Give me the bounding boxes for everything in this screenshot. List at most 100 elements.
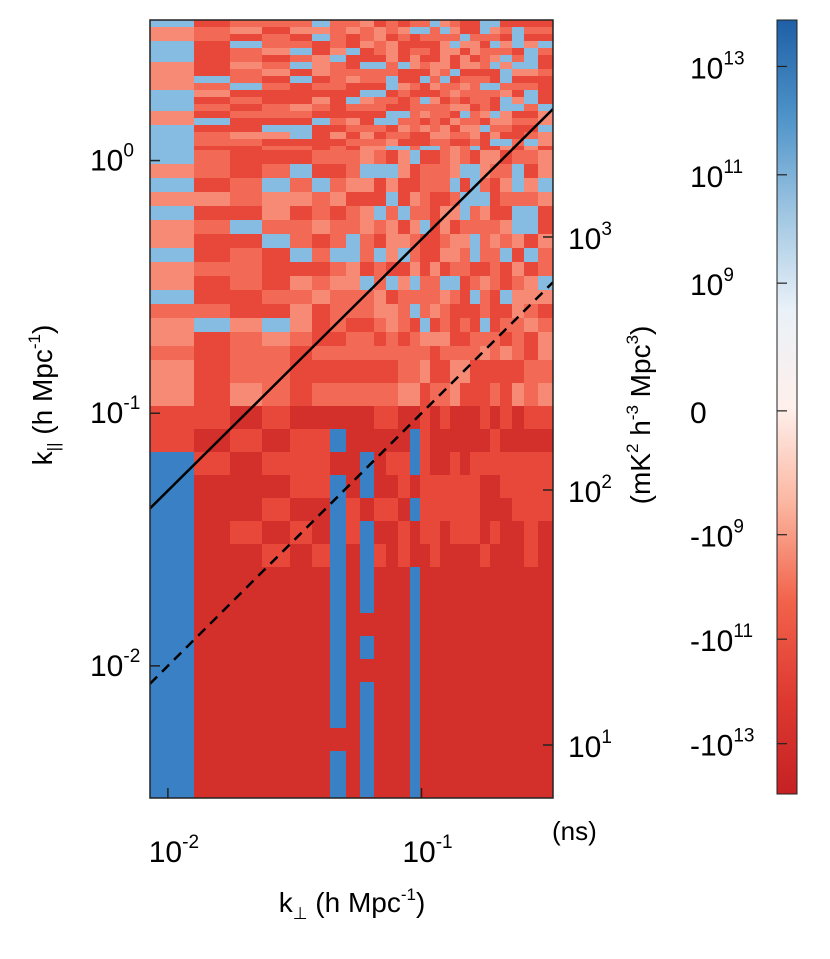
heatmap-cell bbox=[150, 498, 195, 522]
heatmap-cell bbox=[420, 76, 431, 84]
heatmap-cell bbox=[312, 429, 331, 453]
heatmap-cell bbox=[150, 774, 195, 798]
heatmap-cell bbox=[512, 178, 525, 193]
heatmap-cell bbox=[524, 728, 539, 752]
heatmap-cell bbox=[512, 276, 525, 291]
heatmap-cell bbox=[290, 118, 313, 126]
heatmap-cell bbox=[312, 774, 331, 798]
heatmap-cell bbox=[262, 682, 291, 706]
heatmap-cell bbox=[312, 452, 331, 476]
heatmap-cell bbox=[374, 206, 387, 221]
heatmap-cell bbox=[290, 318, 313, 333]
heatmap-cell bbox=[538, 452, 553, 476]
heatmap-cell bbox=[360, 220, 375, 235]
heatmap-cell bbox=[330, 544, 347, 568]
heatmap-cell bbox=[374, 452, 387, 476]
heatmap-cell bbox=[430, 164, 441, 179]
heatmap-cell bbox=[480, 544, 491, 568]
heatmap-cell bbox=[290, 90, 313, 98]
heatmap-cell bbox=[330, 452, 347, 476]
heatmap-cell bbox=[460, 41, 471, 49]
heatmap-cell bbox=[194, 521, 231, 545]
heatmap-cell bbox=[460, 452, 471, 476]
heatmap-cell bbox=[346, 751, 361, 775]
heatmap-cell bbox=[386, 452, 399, 476]
heatmap-cell bbox=[346, 332, 361, 347]
heatmap-cell bbox=[538, 192, 553, 207]
heatmap-cell bbox=[290, 613, 313, 637]
heatmap-cell bbox=[538, 248, 553, 263]
colorbar-unit-label: (mK2 h-3 Mpc3) bbox=[623, 326, 656, 505]
heatmap-cell bbox=[450, 62, 461, 70]
heatmap-cell bbox=[230, 55, 263, 63]
heatmap-cell bbox=[410, 318, 421, 333]
heatmap-cell bbox=[346, 34, 361, 42]
heatmap-cell bbox=[262, 475, 291, 499]
y-axis-ticks: 10-2 10-1 100 bbox=[90, 141, 160, 683]
heatmap-cell bbox=[450, 332, 461, 347]
heatmap-cell bbox=[538, 83, 553, 91]
heatmap-cell bbox=[512, 97, 525, 105]
heatmap-cell bbox=[374, 41, 387, 49]
heatmap-cell bbox=[460, 613, 471, 637]
heatmap-cell bbox=[374, 125, 387, 133]
heatmap-cell bbox=[346, 248, 361, 263]
heatmap-cell bbox=[386, 76, 399, 84]
heatmap-cell bbox=[386, 276, 399, 291]
heatmap-cell bbox=[470, 567, 481, 591]
heatmap-cell bbox=[398, 90, 411, 98]
heatmap-cell bbox=[538, 262, 553, 277]
heatmap-cell bbox=[194, 178, 231, 193]
heatmap-cell bbox=[524, 192, 539, 207]
heatmap-cell bbox=[290, 55, 313, 63]
heatmap-cell bbox=[512, 69, 525, 77]
heatmap-cell bbox=[194, 76, 231, 84]
heatmap-cell bbox=[538, 97, 553, 105]
heatmap-cell bbox=[230, 475, 263, 499]
heatmap-cell bbox=[290, 111, 313, 119]
heatmap-cell bbox=[398, 41, 411, 49]
heatmap-cell bbox=[150, 276, 195, 291]
heatmap-cell bbox=[230, 69, 263, 77]
heatmap-cell bbox=[312, 104, 331, 112]
heatmap-cell bbox=[346, 682, 361, 706]
heatmap-cell bbox=[430, 304, 441, 319]
heatmap-cell bbox=[290, 34, 313, 42]
heatmap-cell bbox=[346, 20, 361, 28]
heatmap-cell bbox=[150, 636, 195, 660]
heatmap-cell bbox=[194, 90, 231, 98]
heatmap-cell bbox=[524, 613, 539, 637]
heatmap-cell bbox=[290, 304, 313, 319]
heatmap-cell bbox=[312, 383, 331, 407]
heatmap-cell bbox=[360, 728, 375, 752]
heatmap-cell bbox=[440, 118, 451, 126]
heatmap-cell bbox=[480, 728, 491, 752]
heatmap-cell bbox=[150, 705, 195, 729]
heatmap-cell bbox=[490, 360, 501, 384]
heatmap-cell bbox=[290, 146, 313, 151]
heatmap-cell bbox=[374, 150, 387, 165]
heatmap-cell bbox=[262, 69, 291, 77]
heatmap-cell bbox=[150, 567, 195, 591]
heatmap-cell bbox=[330, 318, 347, 333]
heatmap-cell bbox=[512, 55, 525, 63]
heatmap-cell bbox=[512, 705, 525, 729]
heatmap-cell bbox=[440, 234, 451, 249]
colorbar-tick-label: 1013 bbox=[690, 48, 745, 85]
heatmap-cell bbox=[360, 118, 375, 126]
heatmap-cell bbox=[230, 332, 263, 347]
heatmap-cell bbox=[440, 475, 451, 499]
heatmap-cell bbox=[150, 41, 195, 49]
heatmap-cell bbox=[512, 220, 525, 235]
heatmap-cell bbox=[374, 636, 387, 660]
x-tick-label: 10-1 bbox=[402, 832, 452, 869]
heatmap-cell bbox=[346, 636, 361, 660]
heatmap-cell bbox=[330, 304, 347, 319]
heatmap-cell bbox=[374, 590, 387, 614]
heatmap-cell bbox=[330, 498, 347, 522]
heatmap-cell bbox=[290, 544, 313, 568]
heatmap-cell bbox=[330, 475, 347, 499]
heatmap-cell bbox=[450, 97, 461, 105]
heatmap-cell bbox=[230, 452, 263, 476]
heatmap-cell bbox=[346, 69, 361, 77]
